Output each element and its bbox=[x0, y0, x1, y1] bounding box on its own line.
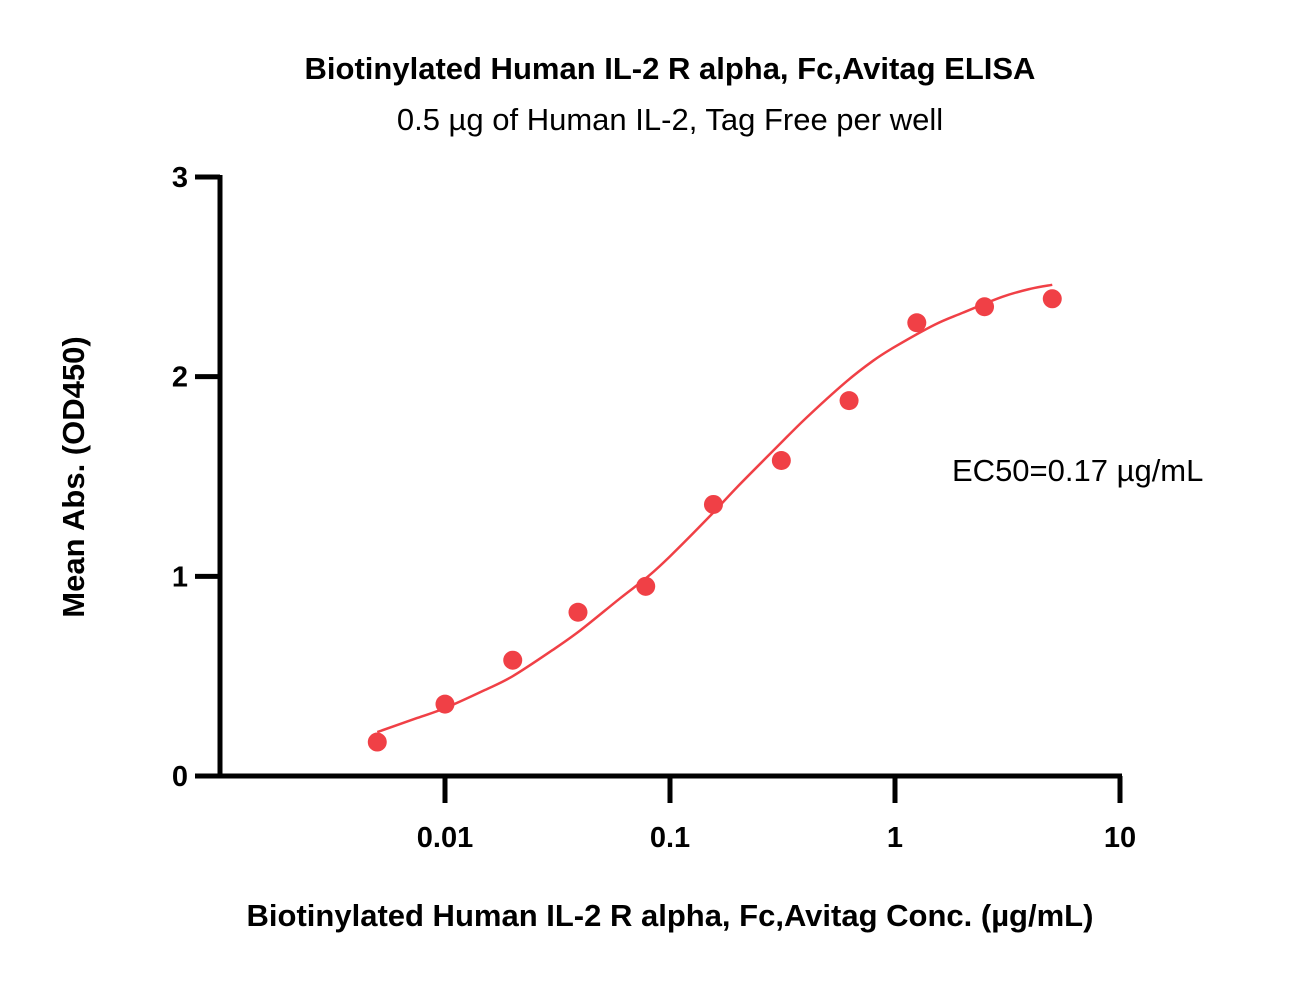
data-point bbox=[703, 494, 723, 514]
chart-subtitle: 0.5 µg of Human IL-2, Tag Free per well bbox=[397, 102, 943, 137]
data-point bbox=[975, 297, 995, 317]
x-axis-label: Biotinylated Human IL-2 R alpha, Fc,Avit… bbox=[247, 898, 1094, 933]
x-axis: 0.01 0.1 1 10 bbox=[218, 773, 1136, 854]
chart-title: Biotinylated Human IL-2 R alpha, Fc,Avit… bbox=[305, 51, 1036, 86]
y-axis: 0 1 2 3 bbox=[172, 162, 223, 793]
data-points bbox=[367, 289, 1062, 752]
y-tick-label: 3 bbox=[172, 162, 188, 194]
y-tick-label: 0 bbox=[172, 761, 188, 793]
data-point bbox=[503, 650, 523, 670]
x-tick-label: 0.01 bbox=[417, 822, 473, 854]
data-point bbox=[367, 732, 387, 752]
ec50-annotation: EC50=0.17 µg/mL bbox=[952, 453, 1203, 488]
x-tick-label: 10 bbox=[1104, 822, 1136, 854]
x-tick-label: 0.1 bbox=[650, 822, 690, 854]
fit-curve-group bbox=[376, 283, 1053, 734]
data-point bbox=[568, 602, 588, 622]
y-tick-label: 2 bbox=[172, 362, 188, 394]
data-point bbox=[636, 576, 656, 596]
x-tick-label: 1 bbox=[887, 822, 903, 854]
data-point bbox=[839, 391, 859, 411]
data-point bbox=[1042, 289, 1062, 309]
y-tick-label: 1 bbox=[172, 561, 188, 593]
data-point bbox=[771, 451, 791, 471]
data-point bbox=[907, 313, 927, 333]
data-point bbox=[435, 694, 455, 714]
y-axis-label: Mean Abs. (OD450) bbox=[56, 336, 91, 617]
fit-curve bbox=[376, 283, 1053, 734]
